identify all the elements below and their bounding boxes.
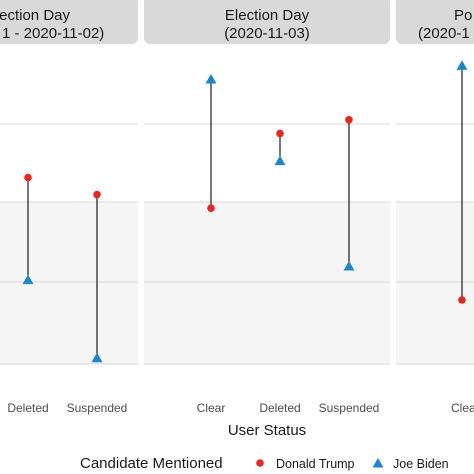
legend-label-donald-trump: Donald Trump <box>276 457 355 471</box>
x-tick-labels: Deleted Suspended Clear Deleted Suspende… <box>7 401 474 415</box>
point-trump-panel-2-suspended <box>345 116 353 124</box>
panel-3-background <box>396 45 474 385</box>
tick-label-panel-1-suspended: Suspended <box>67 401 128 415</box>
legend: Candidate Mentioned Donald Trump Joe Bid… <box>80 455 449 472</box>
panel-3-title-line1: Po <box>454 7 472 24</box>
point-trump-panel-1-suspended <box>93 190 101 199</box>
legend-title: Candidate Mentioned <box>80 455 223 472</box>
panel-1-title-line2: 1 - 2020-11-02) <box>2 25 104 42</box>
panel-1-strip: ection Day 1 - 2020-11-02) <box>0 0 138 44</box>
panel-1-background <box>0 45 138 385</box>
panel-1-title-line1: ection Day <box>0 7 70 24</box>
panel-2-title-line1: Election Day <box>225 7 310 24</box>
panel-3-marks <box>456 60 468 304</box>
tick-label-panel-2-deleted: Deleted <box>259 401 300 415</box>
panel-2-marks <box>205 74 355 271</box>
point-trump-panel-2-deleted <box>276 129 284 138</box>
panel-2-title-line2: (2020-11-03) <box>224 25 310 42</box>
point-biden-panel-2-clear <box>205 74 217 84</box>
point-biden-panel-1-deleted <box>22 274 34 285</box>
panel-3-title-line2: (2020-1 <box>418 25 470 42</box>
panel-2-background <box>144 45 390 385</box>
panel-2-strip: Election Day (2020-11-03) <box>144 0 390 44</box>
point-biden-panel-2-deleted <box>274 155 286 166</box>
point-trump-panel-2-clear <box>207 204 215 212</box>
point-trump-panel-3-clear <box>458 296 466 304</box>
data-marks <box>22 60 468 363</box>
panel-1-marks <box>22 173 103 363</box>
tick-label-panel-1-deleted: Deleted <box>7 401 48 415</box>
point-biden-panel-2-suspended <box>343 261 355 271</box>
legend-key-joe-biden <box>372 458 384 468</box>
point-biden-panel-3-clear <box>456 60 468 70</box>
tick-label-panel-2-clear: Clear <box>197 401 226 415</box>
tick-label-panel-2-suspended: Suspended <box>319 401 380 415</box>
x-axis-title: User Status <box>228 422 306 439</box>
point-trump-panel-1-deleted <box>24 173 32 182</box>
tick-label-panel-3-clear: Clea <box>451 401 474 415</box>
legend-key-donald-trump <box>256 459 264 467</box>
point-biden-panel-1-suspended <box>91 352 103 363</box>
panel-3-strip: Po (2020-1 <box>396 0 474 44</box>
legend-label-joe-biden: Joe Biden <box>393 457 449 471</box>
